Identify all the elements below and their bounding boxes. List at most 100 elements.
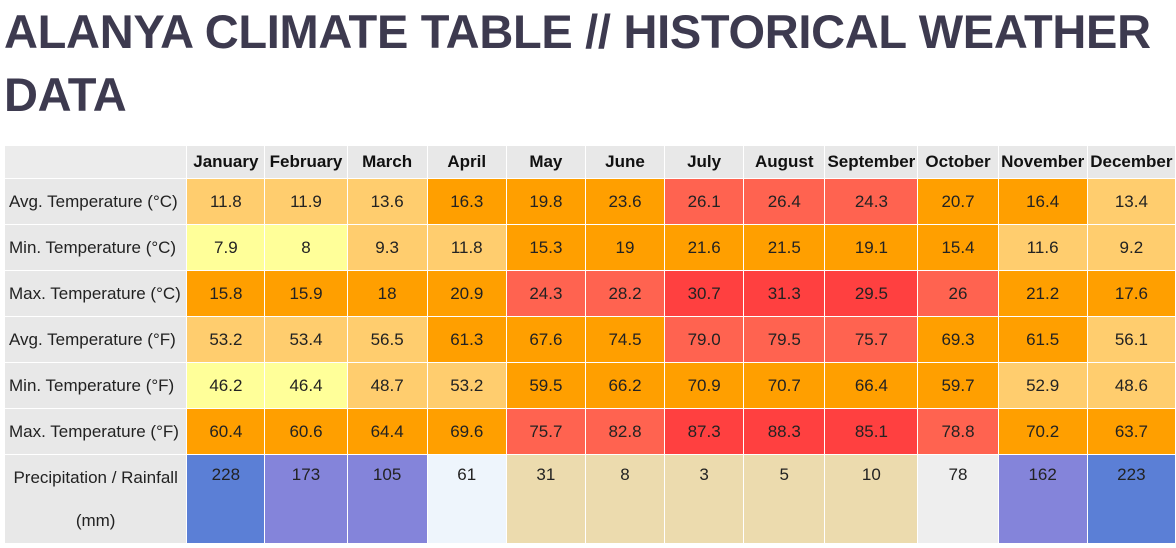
table-cell: 3 xyxy=(664,454,745,544)
table-cell: 87.3 xyxy=(664,408,745,455)
table-cell: 19.1 xyxy=(824,224,919,271)
month-header-may: May xyxy=(505,145,586,179)
table-cell: 78.8 xyxy=(917,408,999,455)
table-cell: 59.5 xyxy=(505,362,586,409)
table-cell: 19 xyxy=(584,224,666,271)
month-header-june: June xyxy=(584,145,666,179)
month-header-november: November xyxy=(997,145,1088,179)
table-cell: 26.1 xyxy=(664,178,745,225)
row-label: Precipitation / Rainfall (mm) xyxy=(3,454,188,544)
table-cell: 88.3 xyxy=(743,408,826,455)
page-title: ALANYA CLIMATE TABLE // HISTORICAL WEATH… xyxy=(4,5,1151,121)
table-cell: 13.6 xyxy=(346,178,428,225)
table-cell: 56.5 xyxy=(346,316,428,363)
table-cell: 20.7 xyxy=(917,178,999,225)
table-cell: 13.4 xyxy=(1086,178,1176,225)
table-cell: 11.9 xyxy=(264,178,348,225)
table-cell: 15.3 xyxy=(505,224,586,271)
table-row: Max. Temperature (°F) 60.4 60.6 64.4 69.6 75.… xyxy=(3,408,1176,455)
month-header-april: April xyxy=(426,145,507,179)
table-cell: 11.8 xyxy=(186,178,266,225)
table-cell: 30.7 xyxy=(664,270,745,317)
month-header-march: March xyxy=(346,145,428,179)
table-cell: 21.2 xyxy=(997,270,1088,317)
month-header-august: August xyxy=(743,145,826,179)
table-cell: 61 xyxy=(426,454,507,544)
month-header-december: December xyxy=(1086,145,1176,179)
table-cell: 21.5 xyxy=(743,224,826,271)
table-cell: 70.9 xyxy=(664,362,745,409)
table-row: Avg. Temperature (°F) 53.2 53.4 56.5 61.3 67.… xyxy=(3,316,1176,363)
table-cell: 228 xyxy=(186,454,266,544)
month-header-january: January xyxy=(186,145,266,179)
table-cell: 105 xyxy=(346,454,428,544)
table-cell: 69.6 xyxy=(426,408,507,455)
table-cell: 10 xyxy=(824,454,919,544)
table-cell: 8 xyxy=(584,454,666,544)
row-label: Avg. Temperature (°C) xyxy=(3,178,188,225)
row-label: Avg. Temperature (°F) xyxy=(3,316,188,363)
table-cell: 79.5 xyxy=(743,316,826,363)
table-row: Min. Temperature (°F) 46.2 46.4 48.7 53.2 59.… xyxy=(3,362,1176,409)
table-cell: 28.2 xyxy=(584,270,666,317)
table-cell: 16.3 xyxy=(426,178,507,225)
table-cell: 52.9 xyxy=(997,362,1088,409)
table-cell: 15.4 xyxy=(917,224,999,271)
row-label: Min. Temperature (°F) xyxy=(3,362,188,409)
table-cell: 67.6 xyxy=(505,316,586,363)
table-cell: 46.2 xyxy=(186,362,266,409)
table-cell: 20.9 xyxy=(426,270,507,317)
table-cell: 53.4 xyxy=(264,316,348,363)
table-row: Avg. Temperature (°C) 11.8 11.9 13.6 16.3 19.… xyxy=(3,178,1176,225)
table-cell: 48.7 xyxy=(346,362,428,409)
table-cell: 70.7 xyxy=(743,362,826,409)
table-cell: 26.4 xyxy=(743,178,826,225)
table-cell: 56.1 xyxy=(1086,316,1176,363)
table-cell: 66.2 xyxy=(584,362,666,409)
table-cell: 8 xyxy=(264,224,348,271)
month-header-september: September xyxy=(824,145,919,179)
table-cell: 18 xyxy=(346,270,428,317)
table-cell: 21.6 xyxy=(664,224,745,271)
row-label: Max. Temperature (°F) xyxy=(3,408,188,455)
table-cell: 82.8 xyxy=(584,408,666,455)
climate-table: January February March April May June July Augu… xyxy=(3,145,1176,544)
table-cell: 31.3 xyxy=(743,270,826,317)
table-cell: 7.9 xyxy=(186,224,266,271)
table-cell: 75.7 xyxy=(824,316,919,363)
table-cell: 64.4 xyxy=(346,408,428,455)
table-cell: 15.8 xyxy=(186,270,266,317)
table-cell: 46.4 xyxy=(264,362,348,409)
table-row: Max. Temperature (°C) 15.8 15.9 18 20.9 24.3 2… xyxy=(3,270,1176,317)
table-cell: 11.8 xyxy=(426,224,507,271)
table-row: Min. Temperature (°C) 7.9 8 9.3 11.8 15.3 19 21… xyxy=(3,224,1176,271)
header-corner xyxy=(3,145,188,179)
table-row: Precipitation / Rainfall (mm) 228 173 105 61… xyxy=(3,454,1176,544)
table-cell: 85.1 xyxy=(824,408,919,455)
table-cell: 70.2 xyxy=(997,408,1088,455)
table-cell: 75.7 xyxy=(505,408,586,455)
table-cell: 60.4 xyxy=(186,408,266,455)
month-header-october: October xyxy=(917,145,999,179)
table-cell: 48.6 xyxy=(1086,362,1176,409)
table-cell: 59.7 xyxy=(917,362,999,409)
table-cell: 9.3 xyxy=(346,224,428,271)
table-cell: 66.4 xyxy=(824,362,919,409)
table-cell: 17.6 xyxy=(1086,270,1176,317)
table-cell: 19.8 xyxy=(505,178,586,225)
table-cell: 24.3 xyxy=(505,270,586,317)
table-cell: 16.4 xyxy=(997,178,1088,225)
table-cell: 31 xyxy=(505,454,586,544)
month-header-july: July xyxy=(664,145,745,179)
table-cell: 79.0 xyxy=(664,316,745,363)
table-cell: 69.3 xyxy=(917,316,999,363)
table-cell: 53.2 xyxy=(426,362,507,409)
table-cell: 24.3 xyxy=(824,178,919,225)
table-cell: 61.3 xyxy=(426,316,507,363)
table-cell: 173 xyxy=(264,454,348,544)
table-cell: 23.6 xyxy=(584,178,666,225)
table-cell: 53.2 xyxy=(186,316,266,363)
table-cell: 15.9 xyxy=(264,270,348,317)
table-cell: 223 xyxy=(1086,454,1176,544)
month-header-february: February xyxy=(264,145,348,179)
